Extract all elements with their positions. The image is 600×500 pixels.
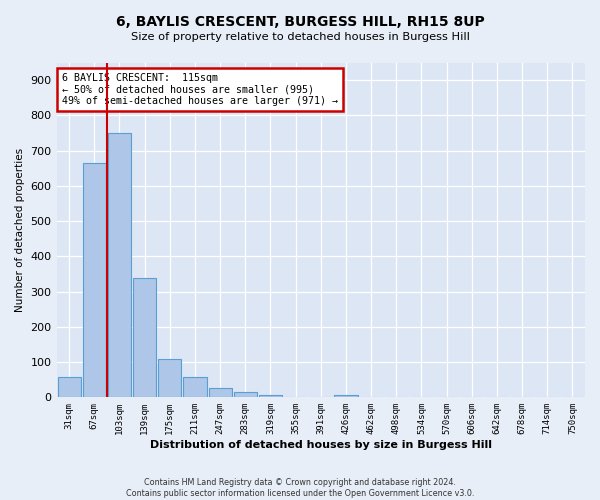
Bar (334, 394, 358, 398)
Bar (58, 377, 80, 398)
Bar (108, 133, 131, 398)
Bar (209, 388, 232, 398)
Bar (83, 163, 106, 398)
X-axis label: Distribution of detached houses by size in Burgess Hill: Distribution of detached houses by size … (150, 440, 492, 450)
Text: Size of property relative to detached houses in Burgess Hill: Size of property relative to detached ho… (131, 32, 469, 42)
Bar (158, 360, 181, 398)
Text: 6 BAYLIS CRESCENT:  115sqm
← 50% of detached houses are smaller (995)
49% of sem: 6 BAYLIS CRESCENT: 115sqm ← 50% of detac… (62, 72, 338, 106)
Bar (234, 392, 257, 398)
Text: Contains HM Land Registry data © Crown copyright and database right 2024.
Contai: Contains HM Land Registry data © Crown c… (126, 478, 474, 498)
Bar (259, 394, 282, 398)
Y-axis label: Number of detached properties: Number of detached properties (15, 148, 25, 312)
Text: 6, BAYLIS CRESCENT, BURGESS HILL, RH15 8UP: 6, BAYLIS CRESCENT, BURGESS HILL, RH15 8… (116, 15, 484, 29)
Bar (133, 278, 156, 398)
Bar (184, 377, 206, 398)
